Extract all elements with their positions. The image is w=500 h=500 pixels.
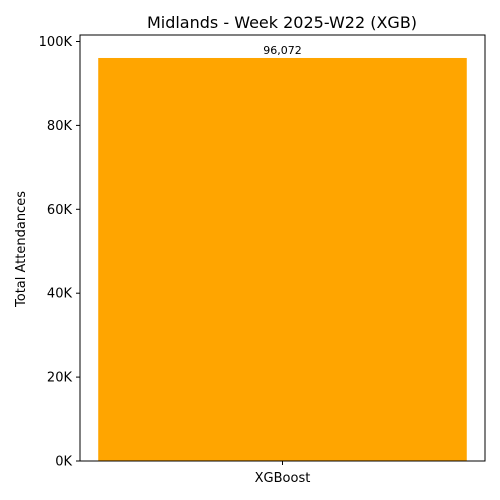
bar-value-label: 96,072 [263, 44, 302, 57]
y-tick-label: 60K [47, 203, 73, 218]
plot-area: 96,072 XGBoost 0K 20K 40K 60K 80K 100K [39, 34, 486, 486]
y-tick-label: 80K [47, 119, 73, 134]
y-tick-label: 20K [47, 371, 73, 386]
x-tick-label: XGBoost [255, 471, 311, 486]
y-tick-label: 40K [47, 287, 73, 302]
y-tick-label: 100K [39, 35, 73, 50]
y-tick-label: 0K [55, 455, 72, 470]
y-axis-label: Total Attendances [14, 191, 29, 308]
bar [98, 57, 467, 461]
chart-title: Midlands - Week 2025-W22 (XGB) [147, 13, 417, 32]
plot-frame [79, 34, 486, 462]
